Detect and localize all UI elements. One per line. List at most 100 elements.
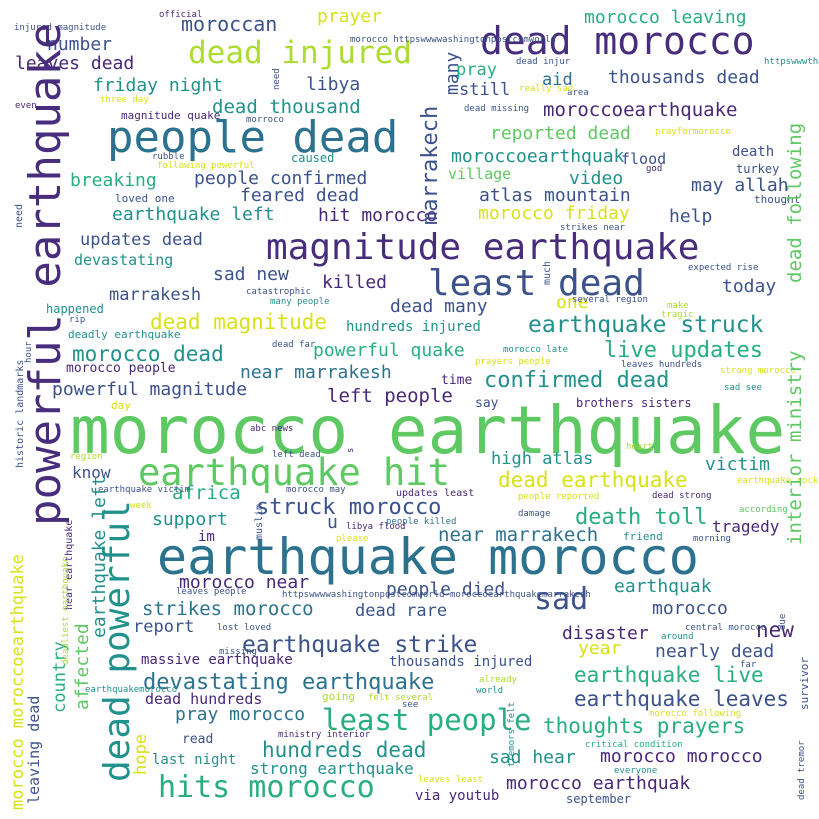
word: video	[569, 168, 624, 189]
word: strong earthquake	[250, 759, 414, 778]
word: need	[272, 68, 282, 90]
word: morocco leaving	[584, 7, 747, 28]
word: help	[669, 206, 713, 227]
word: earthquake hit	[138, 451, 450, 494]
word: following powerful	[157, 161, 255, 171]
word: going	[322, 690, 356, 703]
word: dead magnitude	[150, 310, 328, 334]
word: say	[475, 396, 499, 411]
word: thousands dead	[608, 67, 760, 88]
word: dead injured	[188, 35, 412, 71]
word: morocco following	[649, 709, 742, 719]
word: many	[442, 51, 463, 95]
word: friend	[623, 530, 663, 543]
word: village	[448, 165, 512, 183]
word: new	[756, 618, 794, 642]
word: even	[15, 101, 37, 111]
word: moroccoearthquake	[543, 99, 738, 121]
word: morocco httpswwwwashingtonpostcomworld	[350, 35, 556, 45]
word: live updates	[604, 338, 763, 363]
word: s	[346, 447, 356, 453]
word: earthquakemorocco	[85, 685, 178, 695]
word: far	[740, 660, 757, 670]
word: tragic	[661, 310, 694, 320]
word: last night	[152, 752, 237, 768]
word: leaves people	[176, 587, 247, 597]
word: leaves dead	[15, 53, 135, 74]
word: prayers people	[475, 357, 551, 367]
word: number	[47, 34, 113, 55]
word: breaking	[70, 170, 157, 191]
word: near marrakesh	[240, 362, 392, 383]
word: brothers sisters	[576, 396, 692, 410]
word: victim	[705, 454, 771, 475]
word: make	[667, 301, 689, 311]
word: earthquake morocco	[157, 528, 699, 586]
word: day	[111, 399, 131, 412]
word: left dead	[272, 450, 321, 460]
word: world	[476, 686, 504, 696]
word: death	[732, 144, 775, 160]
word: hope	[131, 734, 151, 775]
word: year	[578, 638, 622, 659]
word: dead rare	[355, 601, 448, 621]
word: thousands injured	[389, 654, 533, 670]
word: leaves least	[418, 775, 484, 785]
word: know	[72, 463, 111, 482]
word: historic landmarks	[15, 359, 26, 468]
word: area	[567, 88, 589, 98]
word: tremors felt	[507, 701, 517, 767]
word: morocco earthquake	[70, 392, 786, 469]
word: least people	[322, 703, 532, 737]
word: earthquake left	[89, 475, 110, 638]
word: earthquake struck	[528, 312, 764, 338]
word: earthquake left	[112, 204, 275, 225]
word: official	[159, 10, 203, 20]
word: morning	[693, 534, 731, 544]
word: earthquake leaves	[574, 687, 789, 711]
word: high atlas	[491, 449, 594, 469]
word: sad see	[724, 383, 762, 393]
word: devastating	[74, 251, 174, 269]
word: report	[133, 617, 195, 637]
word: dead many	[390, 296, 488, 317]
word: sad new	[213, 264, 289, 285]
word: loved one	[115, 192, 175, 205]
word: earthquak	[614, 576, 712, 597]
word: central morocco	[685, 623, 767, 633]
word: morocco	[652, 598, 728, 619]
word: morocco friday	[478, 203, 630, 224]
word: injured magnitude	[14, 23, 107, 33]
word: deadly earthquake	[68, 328, 181, 341]
word: strikes morocco	[142, 598, 314, 620]
word: pray morocco	[175, 704, 306, 725]
word: everyone	[614, 766, 658, 776]
word: dead tremor	[797, 740, 807, 800]
word: updates dead	[80, 230, 203, 250]
word: earthquake live	[574, 663, 764, 687]
word: time	[441, 373, 473, 388]
word: morocco earthquak	[506, 773, 691, 794]
word: survivor	[798, 657, 811, 710]
word: earthquake rocks	[737, 476, 819, 486]
word: u	[327, 512, 338, 533]
word: felt several	[368, 693, 434, 703]
word: morroco	[246, 115, 284, 125]
word: three day	[100, 95, 149, 105]
word: damage	[518, 509, 551, 519]
word: moroccan	[181, 12, 278, 36]
word: please	[336, 534, 369, 544]
word: dead strong	[652, 491, 712, 501]
word: turkey	[736, 162, 780, 176]
word: struck morocco	[256, 495, 442, 520]
word: several region	[572, 295, 648, 305]
word: much	[542, 260, 553, 285]
word: pray	[456, 60, 497, 80]
word: god	[646, 164, 663, 174]
word: many people	[270, 297, 330, 307]
word: hundreds dead	[262, 738, 427, 762]
word: friday night	[93, 75, 224, 96]
word: magnitude quake	[121, 109, 221, 122]
word: strikes near	[560, 223, 626, 233]
word: around	[661, 632, 694, 642]
